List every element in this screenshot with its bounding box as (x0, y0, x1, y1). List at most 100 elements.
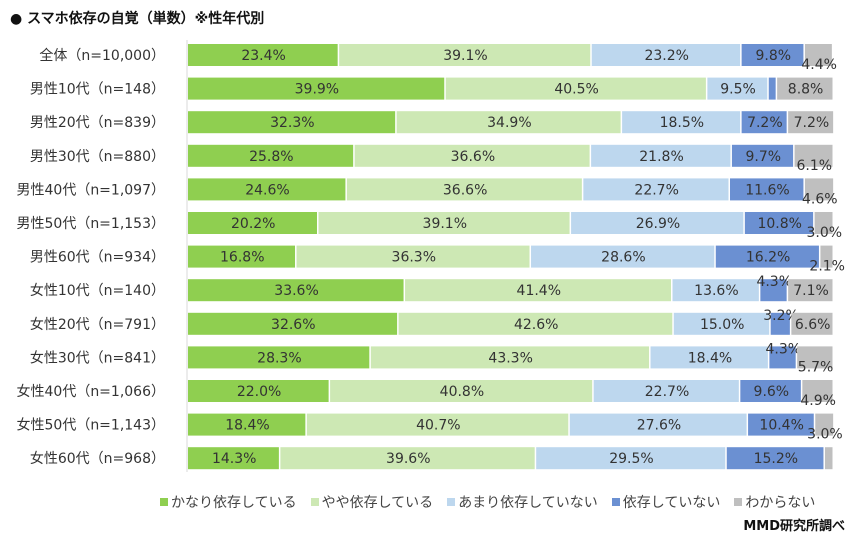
data-label: 4.6% (802, 191, 838, 207)
bar-segment (760, 279, 787, 302)
data-label: 42.6% (514, 317, 558, 333)
category-label: 男性20代（n=839） (30, 115, 165, 131)
bar-segment (188, 279, 404, 302)
data-label: 2.1% (809, 259, 845, 275)
bar-segment (188, 312, 398, 335)
category-label: 女性20代（n=791） (30, 316, 165, 333)
data-label: 5.7% (798, 359, 834, 375)
bar-segment (791, 312, 833, 335)
bar-segment (188, 111, 396, 134)
data-label: 4.3% (765, 341, 801, 357)
bar-segment (188, 346, 370, 369)
bar-segment (593, 380, 739, 402)
legend-item: 依存していない (611, 492, 720, 512)
data-label: 3.0% (807, 225, 843, 241)
data-label: 22.7% (634, 182, 678, 198)
chart-title: ● スマホ依存の自覚（単数）※性年代別 (10, 11, 265, 27)
category-label: 男性50代（n=1,153） (17, 216, 166, 232)
data-label: 27.6% (637, 418, 681, 434)
data-label: 8.8% (788, 82, 824, 98)
bar-segment (188, 77, 445, 100)
bar-segment (306, 413, 569, 436)
bar-segment (445, 77, 706, 100)
data-label: 9.5% (720, 82, 756, 98)
data-label: 24.6% (245, 182, 289, 198)
bar-segment (318, 212, 570, 234)
data-label: 36.6% (451, 149, 495, 165)
bar-segment (672, 279, 759, 302)
data-label: 18.4% (688, 350, 732, 366)
bar-segment (740, 380, 801, 402)
data-label: 22.0% (237, 384, 281, 400)
bar-segment (770, 312, 790, 335)
bar-segment (804, 178, 834, 201)
category-label: 男性10代（n=148） (30, 82, 165, 98)
data-label: 20.2% (231, 216, 275, 232)
data-label: 34.9% (487, 115, 531, 131)
data-label: 6.6% (795, 317, 831, 333)
bar-segment (650, 346, 768, 369)
data-label: 23.4% (241, 48, 285, 64)
data-label: 16.2% (746, 250, 790, 266)
bar-segment (398, 312, 673, 335)
data-label: 40.5% (554, 82, 598, 98)
legend-swatch (611, 498, 620, 506)
bar-segment (715, 245, 819, 268)
bar-segment (744, 212, 814, 234)
bar-segment (622, 111, 741, 134)
bar-segment (788, 279, 833, 302)
bar-segment (188, 212, 317, 234)
data-label: 9.8% (755, 48, 791, 64)
legend-label: あまり依存していない (458, 495, 598, 511)
data-label: 39.1% (443, 48, 487, 64)
data-label: 40.7% (416, 418, 460, 434)
data-label: 15.2% (754, 451, 798, 467)
category-label: 男性60代（n=934） (30, 250, 165, 266)
data-label: 22.7% (645, 384, 689, 400)
data-label: 21.8% (639, 149, 683, 165)
bar-segment (571, 212, 744, 234)
data-label: 7.2% (794, 115, 830, 131)
legend-label: かなり依存している (171, 495, 297, 511)
data-label: 10.8% (757, 216, 801, 232)
bar-segment (741, 111, 787, 134)
data-label: 3.0% (807, 427, 843, 443)
data-label: 41.4% (517, 283, 561, 299)
legend-swatch (734, 498, 743, 506)
bar-segment (794, 144, 833, 167)
bar-segment (188, 380, 329, 402)
category-label: 女性60代（n=968） (30, 450, 165, 467)
data-label: 25.8% (249, 149, 293, 165)
category-label: 男性40代（n=1,097） (17, 182, 166, 198)
data-label: 13.6% (694, 283, 738, 299)
bar-segment (804, 44, 832, 66)
stacked-bar-chart: 全体（n=10,000） 23.4% 39.1% 23.2% 9.8% 4.4% 男性10代… (17, 40, 845, 472)
bar-segment (707, 77, 768, 100)
bar-segment (354, 144, 590, 167)
bar-segment (188, 413, 306, 436)
bar-segment (296, 245, 530, 268)
category-label: 女性30代（n=841） (30, 349, 165, 366)
legend-item: わからない (734, 492, 815, 512)
data-label: 36.3% (392, 250, 436, 266)
data-label: 4.4% (801, 57, 837, 73)
category-label: 女性10代（n=140） (30, 282, 165, 299)
bar-segment (673, 312, 770, 335)
bar-segment (188, 245, 296, 268)
data-label: 18.4% (225, 418, 269, 434)
bar-segment (330, 380, 593, 402)
bar-segment (396, 111, 621, 134)
legend-swatch (160, 498, 168, 506)
data-label: 3.2% (763, 308, 799, 324)
data-label: 29.5% (609, 451, 653, 467)
legend: かなり依存している やや依存している あまり依存していない 依存していない わからない (160, 492, 815, 512)
category-label: 全体（n=10,000） (39, 47, 165, 64)
data-label: 23.2% (644, 48, 688, 64)
bar-segment (188, 44, 338, 66)
category-label: 女性40代（n=1,066） (17, 383, 166, 400)
data-label: 4.3% (756, 274, 792, 290)
bar-segment (591, 44, 741, 66)
legend-item: やや依存している (310, 492, 433, 512)
bar-segment (820, 245, 833, 268)
data-label: 28.3% (257, 350, 301, 366)
